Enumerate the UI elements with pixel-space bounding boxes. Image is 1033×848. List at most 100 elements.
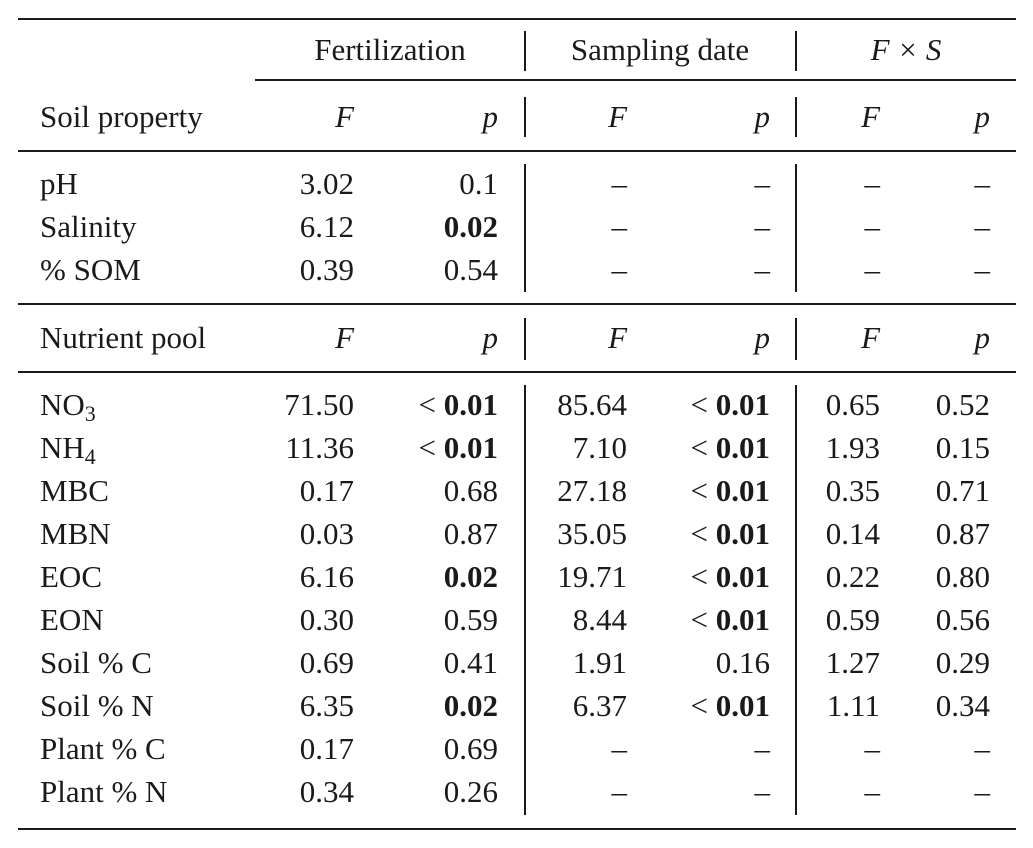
nutrient-cell-fert-f: 0.17	[230, 475, 354, 506]
cell-value: 0.01	[443, 430, 498, 465]
cell-value: 0.34	[299, 774, 354, 809]
nutrient-cell-fs-p: 0.15	[900, 432, 990, 463]
cell-value: 0.16	[715, 645, 770, 680]
subscript: 3	[84, 401, 96, 426]
nutrient-cell-fert-p: 0.26	[330, 776, 498, 807]
nutrient-cell-samp-f: 6.37	[500, 690, 627, 721]
soil-cell-samp-p: –	[600, 252, 771, 287]
cell-value: –	[974, 731, 991, 766]
cell-value: 3.02	[299, 166, 354, 201]
nutrient-cell-fert-f: 0.03	[230, 518, 354, 549]
cell-value: 0.15	[935, 430, 990, 465]
col-header-fert-p-2: p	[482, 320, 499, 355]
separator-group-1	[524, 31, 526, 71]
cell-value: 0.30	[299, 602, 354, 637]
cell-value: 0.68	[443, 473, 498, 508]
group-header-interaction: F × S	[870, 32, 942, 67]
nutrient-cell-fert-f: 0.30	[230, 604, 354, 635]
cell-value: 0.02	[443, 559, 498, 594]
nutrient-row-label: NO3	[40, 387, 96, 426]
cell-value: –	[754, 731, 771, 766]
cell-value: 0.69	[299, 645, 354, 680]
soil-cell-samp-f: –	[500, 252, 628, 287]
nutrient-cell-samp-p: < 0.01	[600, 432, 770, 463]
nutrient-cell-fs-f: 1.11	[800, 690, 880, 721]
nutrient-cell-samp-f: –	[500, 731, 628, 766]
col-header-fs-p: p	[974, 99, 991, 134]
cell-value: 0.01	[715, 602, 770, 637]
nutrient-cell-fert-p: < 0.01	[330, 389, 498, 420]
nutrient-cell-fs-f: –	[800, 776, 881, 807]
less-than-sign: <	[690, 387, 716, 422]
nutrient-row-label: EON	[40, 602, 104, 637]
separator-nutrient-header-2	[795, 318, 797, 360]
separator-header-1	[524, 97, 526, 137]
cell-value: –	[864, 209, 881, 244]
soil-row-label: % SOM	[40, 252, 141, 287]
nutrient-cell-fs-f: 0.59	[800, 604, 880, 635]
nutrient-row-label: MBC	[40, 473, 109, 508]
nutrient-cell-samp-f: 35.05	[500, 518, 627, 549]
nutrient-cell-samp-p: < 0.01	[600, 690, 770, 721]
row-label-header-nutrient: Nutrient pool	[40, 320, 207, 355]
nutrient-cell-fs-p: –	[900, 731, 991, 766]
cell-value: 0.17	[299, 731, 354, 766]
cell-value: 1.27	[825, 645, 880, 680]
nutrient-cell-samp-p: 0.16	[600, 647, 770, 678]
separator-nutrient-header-1	[524, 318, 526, 360]
less-than-sign: <	[690, 473, 716, 508]
nutrient-row-label: NH4	[40, 430, 96, 469]
less-than-sign: <	[690, 516, 716, 551]
subheader-rule	[18, 371, 1016, 373]
cell-value: 0.39	[299, 252, 354, 287]
cell-value: 7.10	[572, 430, 627, 465]
nutrient-cell-fert-p: 0.02	[330, 561, 498, 592]
separator-soil-1	[524, 164, 526, 292]
nutrient-cell-samp-p: < 0.01	[600, 518, 770, 549]
cell-value: –	[611, 731, 628, 766]
soil-row-label: pH	[40, 166, 78, 201]
nutrient-cell-fs-p: 0.80	[900, 561, 990, 592]
soil-cell-samp-p: –	[600, 168, 771, 199]
group-header-fertilization: Fertilization	[314, 32, 466, 67]
separator-header-2	[795, 97, 797, 137]
soil-cell-fs-f: –	[800, 168, 881, 199]
cell-value: 0.17	[299, 473, 354, 508]
separator-nutrient-1	[524, 385, 526, 815]
cell-value: 0.87	[443, 516, 498, 551]
nutrient-cell-fs-p: 0.71	[900, 475, 990, 506]
nutrient-cell-fs-p: 0.52	[900, 389, 990, 420]
soil-row-label: Salinity	[40, 209, 137, 244]
cell-value: 0.03	[299, 516, 354, 551]
nutrient-cell-samp-f: 8.44	[500, 604, 627, 635]
cell-value: –	[611, 252, 628, 287]
cell-value: 11.36	[285, 430, 354, 465]
cell-value: 0.01	[715, 516, 770, 551]
cell-value: 27.18	[557, 473, 627, 508]
nutrient-cell-samp-f: 85.64	[500, 389, 627, 420]
nutrient-cell-fs-p: 0.34	[900, 690, 990, 721]
nutrient-cell-fert-f: 71.50	[230, 389, 354, 420]
cell-value: 0.01	[715, 430, 770, 465]
cell-value: 0.54	[443, 252, 498, 287]
nutrient-cell-samp-f: 7.10	[500, 432, 627, 463]
nutrient-row-label: EOC	[40, 559, 102, 594]
nutrient-row-label: Soil % C	[40, 645, 152, 680]
cell-value: 6.12	[299, 209, 354, 244]
cell-value: –	[611, 209, 628, 244]
nutrient-cell-fs-f: 0.14	[800, 518, 880, 549]
cell-value: 0.1	[459, 166, 498, 201]
nutrient-cell-fs-f: 1.93	[800, 432, 880, 463]
nutrient-cell-fs-p: 0.87	[900, 518, 990, 549]
cell-value: 19.71	[557, 559, 627, 594]
cell-value: –	[754, 252, 771, 287]
soil-cell-fs-p: –	[900, 254, 991, 285]
soil-cell-samp-f: –	[500, 168, 628, 199]
group-underline	[255, 79, 1016, 81]
nutrient-cell-fert-p: 0.68	[330, 475, 498, 506]
col-header-fs-f-2: F	[861, 320, 880, 355]
cell-value: 0.22	[825, 559, 880, 594]
cell-value: 0.02	[443, 688, 498, 723]
less-than-sign: <	[690, 430, 716, 465]
cell-value: 0.34	[935, 688, 990, 723]
